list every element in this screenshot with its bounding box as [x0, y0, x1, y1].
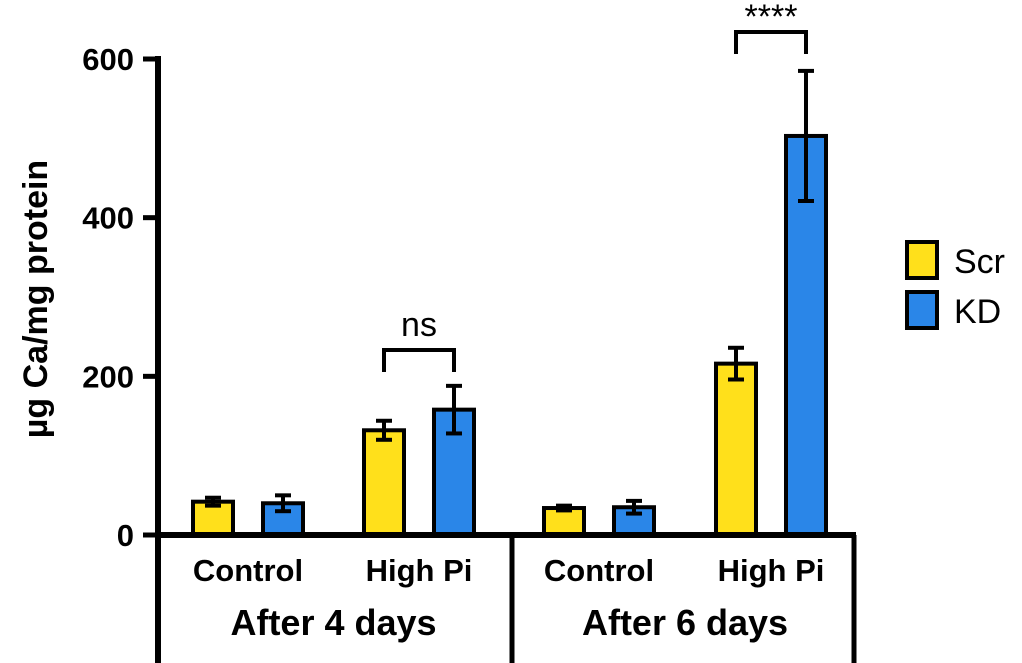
- y-tick-label: 0: [117, 518, 134, 553]
- legend: Scr KD: [907, 242, 1005, 331]
- category-label: Control: [193, 553, 303, 588]
- group-labels-layer: After 4 days After 6 days: [230, 602, 788, 643]
- significance-bracket: [384, 350, 454, 372]
- category-label: Control: [544, 553, 654, 588]
- bar-scr: [716, 364, 756, 535]
- category-label: High Pi: [366, 553, 473, 588]
- legend-label: KD: [954, 293, 1001, 331]
- significance-label: ****: [745, 0, 798, 36]
- category-labels-layer: Control High Pi Control High Pi: [193, 553, 824, 588]
- bar-scr: [364, 430, 404, 535]
- group-label: After 6 days: [582, 602, 788, 643]
- legend-label: Scr: [954, 243, 1005, 281]
- significance-layer: ns ****: [384, 0, 806, 372]
- legend-swatch-kd: [907, 292, 937, 328]
- category-label: High Pi: [718, 553, 825, 588]
- y-tick-label: 200: [82, 359, 134, 394]
- group-label: After 4 days: [230, 602, 436, 643]
- y-axis-label: µg Ca/mg protein: [17, 160, 55, 438]
- y-tick-label: 400: [82, 201, 134, 236]
- significance-label: ns: [401, 306, 437, 344]
- y-tick-label: 600: [82, 42, 134, 77]
- y-ticks-layer: 0 200 400 600: [82, 42, 158, 553]
- legend-swatch-scr: [907, 242, 937, 278]
- bars-layer: [193, 136, 826, 535]
